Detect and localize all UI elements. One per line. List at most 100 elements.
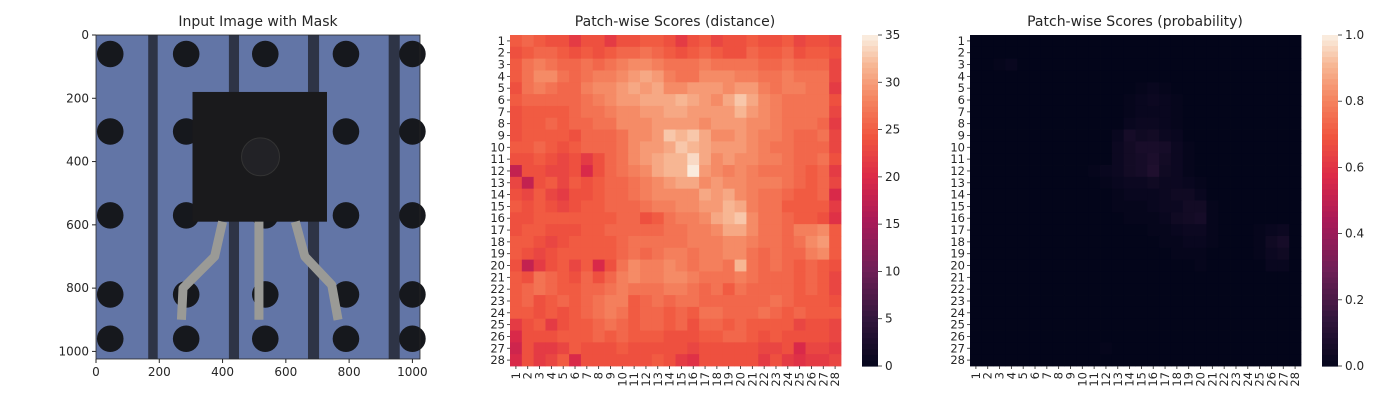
heatmap-cell xyxy=(1088,141,1101,154)
heatmap-cell xyxy=(1029,105,1042,119)
board-hole xyxy=(399,202,426,229)
heatmap-cell xyxy=(710,271,724,284)
colorbar-segment xyxy=(1322,35,1338,42)
heatmap-cell xyxy=(1170,70,1184,83)
heatmap-cell xyxy=(1277,306,1290,320)
heatmap-cell xyxy=(1005,94,1018,107)
heatmap-cell xyxy=(1111,224,1125,237)
heatmap-cell xyxy=(970,259,983,272)
heatmap-cell xyxy=(746,82,759,95)
heatmap-cell xyxy=(510,330,523,343)
board-hole xyxy=(332,325,360,353)
heatmap-cell xyxy=(781,46,795,60)
heatmap-cell xyxy=(770,141,783,154)
heatmap-cell xyxy=(1277,295,1290,308)
heatmap-cell xyxy=(675,176,688,190)
heatmap-cell xyxy=(1029,176,1042,190)
heatmap-cell xyxy=(616,247,629,261)
colorbar-segment xyxy=(1322,90,1338,97)
heatmap-cell xyxy=(770,188,783,201)
heatmap-cell xyxy=(1218,82,1231,95)
heatmap-cell xyxy=(758,342,771,355)
heatmap-cell xyxy=(734,35,747,48)
heatmap-cell xyxy=(545,247,558,261)
heatmap-cell xyxy=(1005,342,1018,355)
heatmap-cell xyxy=(770,105,783,119)
heatmap-cell xyxy=(781,94,795,107)
heatmap-cell xyxy=(1052,141,1065,154)
y-tick-label: 800 xyxy=(66,281,89,295)
heatmap-cell xyxy=(1017,176,1030,190)
row-label: 4 xyxy=(498,69,505,83)
heatmap-cell xyxy=(1265,318,1278,331)
heatmap-cell xyxy=(1029,153,1042,166)
col-label: 15 xyxy=(674,372,688,387)
row-label: 12 xyxy=(490,164,505,178)
heatmap-cell xyxy=(829,153,842,166)
colorbar-segment xyxy=(1322,272,1338,279)
heatmap-cell xyxy=(1064,295,1077,308)
heatmap-cell xyxy=(640,129,653,142)
heatmap-cell xyxy=(817,212,830,225)
heatmap-cell xyxy=(1135,283,1148,296)
row-label: 24 xyxy=(950,306,965,320)
heatmap-cell xyxy=(1241,330,1255,343)
heatmap-cell xyxy=(1289,247,1302,261)
heatmap-cell xyxy=(1111,247,1125,261)
heatmap-cell xyxy=(533,318,546,331)
heatmap-cell xyxy=(1005,318,1018,331)
heatmap-cell xyxy=(1218,306,1231,320)
board-hole xyxy=(96,325,124,353)
heatmap-cell xyxy=(722,188,736,201)
heatmap-cell xyxy=(675,58,688,71)
board-hole xyxy=(96,281,124,308)
heatmap-cell xyxy=(533,224,546,237)
heatmap-cell xyxy=(651,247,665,261)
heatmap-cell xyxy=(1159,94,1172,107)
heatmap-cell xyxy=(829,306,842,320)
heatmap-cell xyxy=(1182,94,1196,107)
col-label: 16 xyxy=(1146,372,1160,387)
heatmap-cell xyxy=(1206,271,1219,284)
heatmap-cell xyxy=(569,259,582,272)
heatmap-cell xyxy=(592,283,605,296)
heatmap-cell xyxy=(1076,342,1089,355)
heatmap-cell xyxy=(616,271,629,284)
heatmap-cell xyxy=(981,129,995,142)
heatmap-cell xyxy=(557,235,570,249)
heatmap-cell xyxy=(793,271,806,284)
colorbar-tick-label: 30 xyxy=(885,75,900,89)
colorbar-tick-label: 25 xyxy=(885,123,900,137)
heatmap-cell xyxy=(734,318,747,331)
heatmap-cell xyxy=(1100,129,1113,142)
heatmap-cell xyxy=(1040,295,1054,308)
heatmap-cell xyxy=(545,35,558,48)
heatmap-cell xyxy=(675,117,688,130)
heatmap-cell xyxy=(1194,330,1207,343)
col-label: 28 xyxy=(828,372,842,387)
image-frame xyxy=(95,34,421,360)
heatmap-cell xyxy=(616,35,629,48)
heatmap-cell xyxy=(651,35,665,48)
heatmap-cell xyxy=(628,283,641,296)
heatmap-cell xyxy=(1170,117,1184,130)
colorbar-segment xyxy=(862,35,878,42)
colorbar-segment xyxy=(1322,40,1338,47)
heatmap-cell xyxy=(1147,188,1160,201)
heatmap-cell xyxy=(770,35,783,48)
heatmap-cell xyxy=(510,165,523,178)
heatmap-cell xyxy=(569,35,582,48)
heatmap-cell xyxy=(1064,212,1077,225)
colorbar-segment xyxy=(1322,57,1338,64)
heatmap-cell xyxy=(993,247,1006,261)
colorbar-segment xyxy=(1322,68,1338,75)
heatmap-cell xyxy=(981,46,995,60)
heatmap-cell xyxy=(687,141,700,154)
heatmap-cell xyxy=(993,141,1006,154)
heatmap-cell xyxy=(1005,35,1018,48)
heatmap-cell xyxy=(1277,259,1290,272)
heatmap-cell xyxy=(1111,176,1125,190)
row-label: 21 xyxy=(490,270,505,284)
colorbar-segment xyxy=(1322,206,1338,213)
